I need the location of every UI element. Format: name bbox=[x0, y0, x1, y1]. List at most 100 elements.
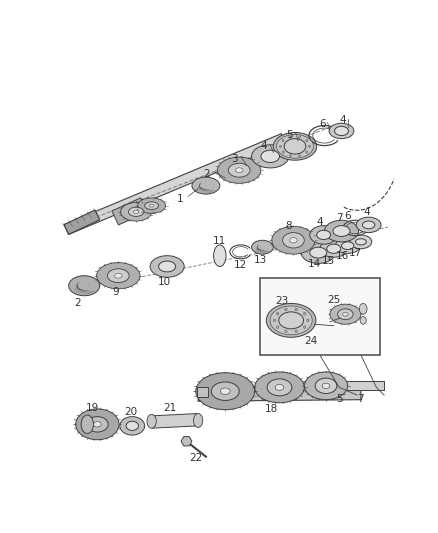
Ellipse shape bbox=[159, 261, 176, 272]
Polygon shape bbox=[64, 210, 100, 235]
Ellipse shape bbox=[275, 384, 284, 390]
Ellipse shape bbox=[329, 123, 354, 139]
Polygon shape bbox=[346, 381, 384, 391]
Ellipse shape bbox=[107, 269, 129, 282]
Ellipse shape bbox=[255, 372, 304, 403]
Ellipse shape bbox=[282, 151, 284, 154]
Polygon shape bbox=[112, 198, 147, 225]
Ellipse shape bbox=[304, 372, 348, 400]
Text: 20: 20 bbox=[124, 407, 137, 417]
Text: 4: 4 bbox=[261, 141, 267, 151]
Ellipse shape bbox=[267, 379, 292, 396]
Ellipse shape bbox=[315, 378, 337, 393]
Ellipse shape bbox=[251, 240, 273, 254]
Ellipse shape bbox=[362, 221, 375, 229]
Text: 7: 7 bbox=[357, 394, 364, 404]
Ellipse shape bbox=[147, 414, 156, 428]
Ellipse shape bbox=[306, 151, 308, 154]
Text: 8: 8 bbox=[286, 221, 292, 231]
Ellipse shape bbox=[322, 383, 330, 389]
Text: 2: 2 bbox=[203, 169, 210, 179]
Ellipse shape bbox=[285, 330, 287, 333]
Text: 5: 5 bbox=[286, 130, 293, 140]
Ellipse shape bbox=[228, 163, 250, 177]
Text: 11: 11 bbox=[213, 236, 226, 246]
Text: 23: 23 bbox=[275, 296, 289, 306]
Ellipse shape bbox=[81, 415, 93, 433]
Ellipse shape bbox=[220, 388, 230, 394]
Ellipse shape bbox=[149, 204, 154, 207]
Ellipse shape bbox=[327, 244, 341, 253]
Ellipse shape bbox=[272, 227, 315, 254]
Text: 1: 1 bbox=[177, 193, 184, 204]
Ellipse shape bbox=[138, 198, 166, 213]
Polygon shape bbox=[198, 387, 361, 401]
Text: 10: 10 bbox=[158, 277, 171, 287]
Text: 22: 22 bbox=[189, 453, 202, 463]
Ellipse shape bbox=[192, 177, 220, 194]
Ellipse shape bbox=[276, 134, 314, 158]
Text: 16: 16 bbox=[336, 252, 349, 262]
Ellipse shape bbox=[283, 232, 304, 248]
Ellipse shape bbox=[290, 238, 297, 243]
Ellipse shape bbox=[120, 203, 152, 221]
Ellipse shape bbox=[356, 217, 381, 232]
Ellipse shape bbox=[310, 247, 327, 258]
Ellipse shape bbox=[343, 312, 348, 316]
Ellipse shape bbox=[307, 319, 309, 322]
Text: 19: 19 bbox=[85, 403, 99, 413]
Ellipse shape bbox=[145, 202, 159, 209]
Ellipse shape bbox=[276, 312, 279, 315]
Ellipse shape bbox=[342, 242, 354, 249]
Ellipse shape bbox=[279, 312, 304, 329]
Text: 12: 12 bbox=[234, 260, 247, 270]
Ellipse shape bbox=[360, 317, 366, 324]
Ellipse shape bbox=[211, 382, 239, 400]
Ellipse shape bbox=[310, 225, 338, 244]
Ellipse shape bbox=[285, 308, 287, 311]
Ellipse shape bbox=[134, 210, 139, 213]
Ellipse shape bbox=[335, 126, 349, 135]
Ellipse shape bbox=[126, 421, 138, 431]
Ellipse shape bbox=[306, 140, 308, 142]
Text: 21: 21 bbox=[163, 403, 176, 413]
Ellipse shape bbox=[76, 409, 119, 440]
Ellipse shape bbox=[218, 157, 261, 183]
Ellipse shape bbox=[304, 326, 306, 328]
Ellipse shape bbox=[214, 245, 226, 266]
Ellipse shape bbox=[320, 240, 348, 257]
Ellipse shape bbox=[150, 256, 184, 277]
Ellipse shape bbox=[69, 276, 100, 296]
Ellipse shape bbox=[196, 373, 255, 410]
Ellipse shape bbox=[301, 242, 336, 263]
Ellipse shape bbox=[359, 303, 367, 314]
Ellipse shape bbox=[266, 303, 316, 337]
Text: 4: 4 bbox=[363, 207, 370, 217]
Text: 3: 3 bbox=[231, 154, 238, 164]
Ellipse shape bbox=[290, 136, 292, 138]
Text: 25: 25 bbox=[327, 295, 340, 305]
Ellipse shape bbox=[338, 309, 353, 320]
Ellipse shape bbox=[120, 417, 145, 435]
Ellipse shape bbox=[194, 414, 203, 427]
Text: 14: 14 bbox=[308, 259, 321, 269]
Ellipse shape bbox=[295, 308, 297, 311]
Text: 24: 24 bbox=[304, 336, 317, 346]
Ellipse shape bbox=[279, 145, 281, 148]
Text: 4: 4 bbox=[317, 217, 323, 227]
FancyBboxPatch shape bbox=[260, 278, 380, 355]
Text: 5: 5 bbox=[336, 394, 343, 404]
Ellipse shape bbox=[282, 140, 284, 142]
Ellipse shape bbox=[284, 139, 306, 154]
Ellipse shape bbox=[273, 133, 317, 160]
FancyBboxPatch shape bbox=[198, 387, 208, 397]
Text: 9: 9 bbox=[112, 287, 119, 297]
Text: 18: 18 bbox=[265, 404, 279, 414]
Ellipse shape bbox=[276, 326, 279, 328]
Ellipse shape bbox=[317, 230, 331, 239]
Ellipse shape bbox=[270, 306, 312, 335]
Text: 6: 6 bbox=[319, 119, 325, 129]
Polygon shape bbox=[151, 414, 198, 428]
Ellipse shape bbox=[325, 220, 359, 242]
Ellipse shape bbox=[304, 312, 306, 315]
